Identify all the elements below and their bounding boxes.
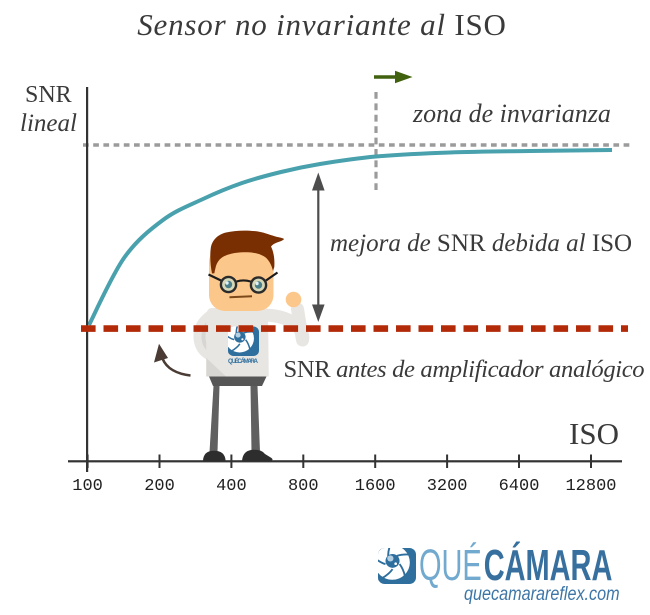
svg-text:QUÉCÁMARA: QUÉCÁMARA	[228, 357, 259, 365]
